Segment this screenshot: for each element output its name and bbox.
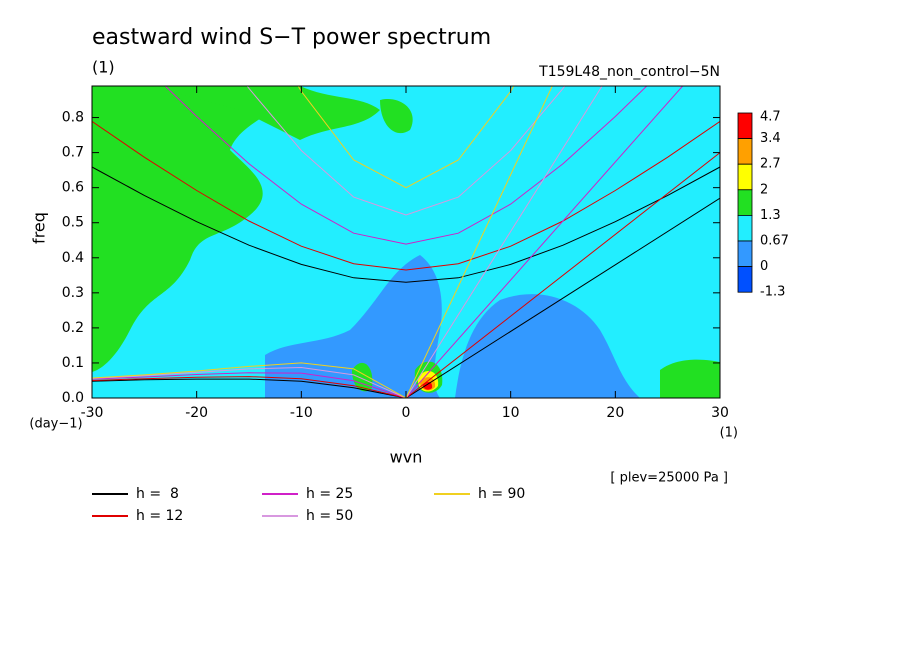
field-patch bbox=[380, 99, 413, 134]
colorbar-label: 2.7 bbox=[760, 157, 781, 172]
x-tick-label: -20 bbox=[185, 405, 208, 421]
er-curve bbox=[92, 372, 407, 398]
y-axis-unit: (day−1) bbox=[29, 417, 82, 432]
y-tick-label: 0.4 bbox=[62, 250, 84, 266]
y-tick-label: 0.7 bbox=[62, 145, 84, 161]
ig-curve bbox=[92, 166, 720, 283]
colorbar-box bbox=[737, 214, 753, 242]
er-curve bbox=[92, 378, 407, 398]
curves bbox=[92, 86, 720, 398]
ig-curve bbox=[164, 86, 648, 245]
field-patch bbox=[150, 86, 380, 140]
legend-label: h = 25 bbox=[306, 486, 353, 502]
y-tick-label: 0.5 bbox=[62, 215, 84, 231]
colorbar-box bbox=[737, 266, 753, 293]
ig-curve bbox=[92, 120, 720, 271]
x-tick-label: 10 bbox=[502, 405, 520, 421]
colorbar-box bbox=[737, 112, 753, 140]
colorbar-label: 1.3 bbox=[760, 208, 781, 223]
y-tick-label: 0.6 bbox=[62, 180, 84, 196]
subtitle: T159L48_non_control−5N bbox=[538, 64, 720, 80]
chart-title: eastward wind S−T power spectrum bbox=[92, 25, 491, 50]
colorbar-label: -1.3 bbox=[760, 285, 785, 300]
colorbar-label: 3.4 bbox=[760, 131, 781, 146]
x-tick-label: 30 bbox=[711, 405, 729, 421]
y-tick-label: 0.3 bbox=[62, 285, 84, 301]
x-tick-label: -30 bbox=[81, 405, 104, 421]
colorbar-box bbox=[737, 138, 753, 165]
colorbar-box bbox=[737, 163, 753, 191]
field-patch bbox=[265, 255, 442, 398]
kelvin-curve bbox=[405, 86, 553, 398]
y-axis-label: freq bbox=[30, 212, 49, 244]
ig-curve bbox=[246, 86, 566, 216]
y-tick-label: 0.8 bbox=[62, 110, 84, 126]
x-tick-label: 20 bbox=[606, 405, 624, 421]
title-unit: (1) bbox=[92, 58, 115, 77]
kelvin-curve bbox=[405, 86, 603, 398]
kelvin-curve bbox=[405, 197, 720, 398]
field bbox=[92, 86, 720, 398]
x-axis-unit: (1) bbox=[720, 426, 738, 441]
field-patch bbox=[660, 359, 720, 398]
field-patch bbox=[455, 294, 640, 398]
er-curve bbox=[92, 362, 407, 398]
y-tick-label: 0.0 bbox=[62, 390, 84, 406]
x-axis-label: wvn bbox=[390, 448, 423, 467]
legend-label: h = 50 bbox=[306, 508, 353, 524]
ig-curve bbox=[297, 86, 515, 189]
kelvin-curve bbox=[405, 86, 684, 398]
colorbar-label: 0.67 bbox=[760, 234, 789, 249]
er-curve bbox=[92, 376, 407, 398]
field-patch bbox=[352, 362, 373, 392]
x-tick-label: 0 bbox=[402, 405, 411, 421]
legend-label: h = 12 bbox=[136, 508, 183, 524]
colorbar-box bbox=[737, 189, 753, 216]
colorbar-box bbox=[737, 240, 753, 268]
colorbar-label: 0 bbox=[760, 259, 768, 274]
er-curve bbox=[92, 366, 407, 398]
colorbar-label: 4.7 bbox=[760, 110, 781, 125]
y-tick-label: 0.1 bbox=[62, 355, 84, 371]
y-tick-label: 0.2 bbox=[62, 320, 84, 336]
kelvin-curve bbox=[405, 152, 720, 398]
x-tick-label: -10 bbox=[290, 405, 313, 421]
legend-label: h = 90 bbox=[478, 486, 525, 502]
legend-label: h = 8 bbox=[136, 486, 179, 502]
annotation: [ plev=25000 Pa ] bbox=[610, 471, 728, 486]
field-patch bbox=[423, 381, 433, 390]
colorbar-label: 2 bbox=[760, 182, 768, 197]
